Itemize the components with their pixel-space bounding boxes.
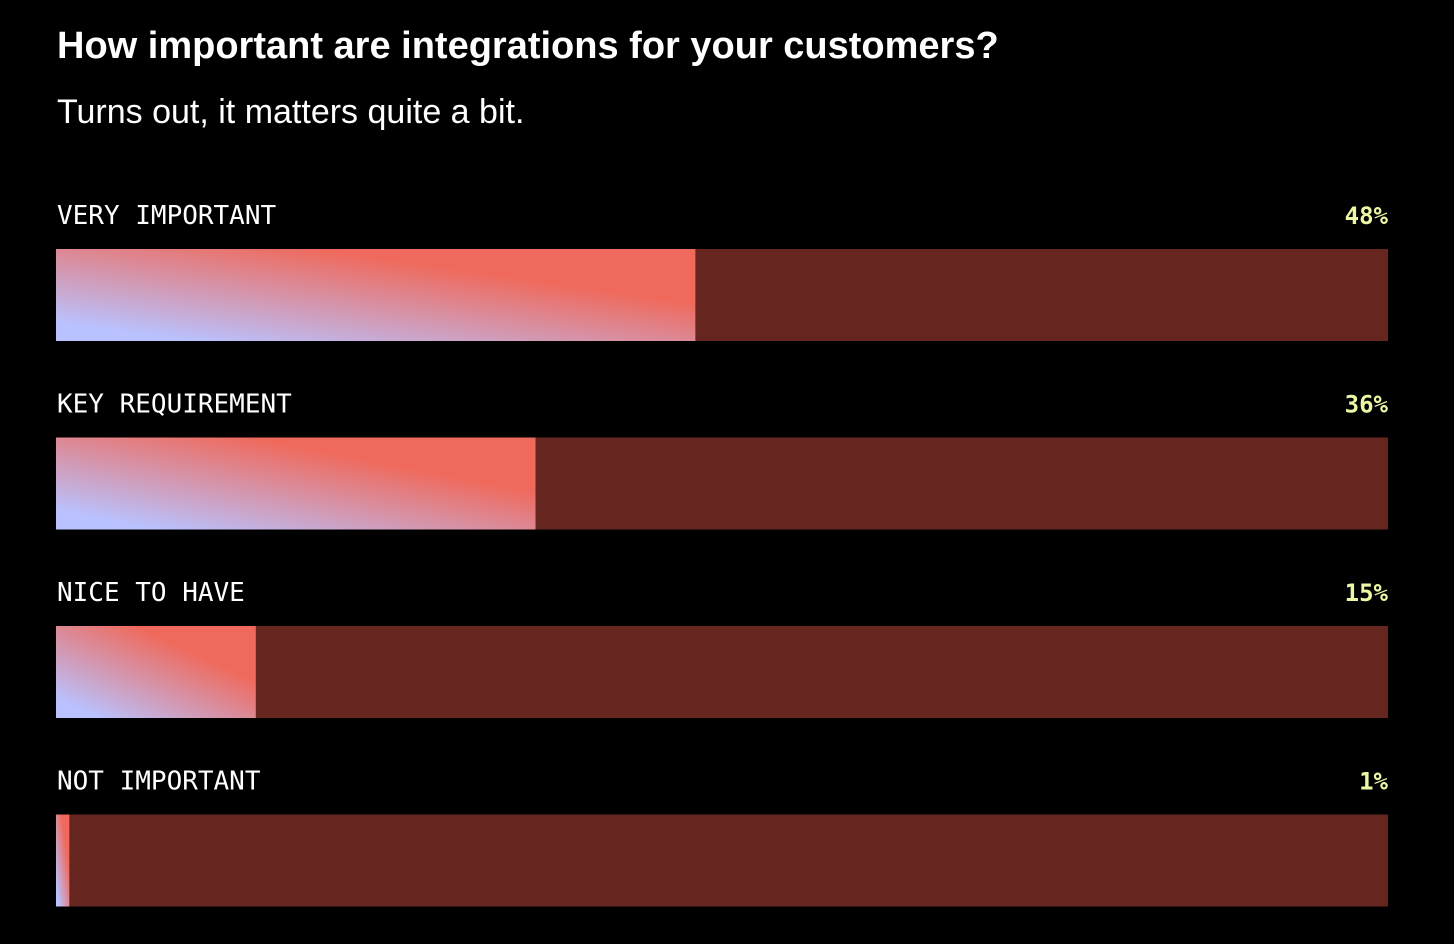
value-label: 36% bbox=[1345, 391, 1389, 419]
value-label: 1% bbox=[1359, 768, 1388, 796]
chart-title: How important are integrations for your … bbox=[57, 25, 999, 67]
category-label: NOT IMPORTANT bbox=[57, 767, 261, 797]
bar bbox=[56, 814, 70, 907]
category-label: VERY IMPORTANT bbox=[57, 201, 276, 231]
bar bbox=[56, 437, 536, 530]
chart-subtitle: Turns out, it matters quite a bit. bbox=[57, 93, 524, 131]
bar-track bbox=[56, 626, 1388, 718]
value-label: 15% bbox=[1345, 579, 1389, 607]
bar bbox=[56, 626, 256, 718]
bar-track bbox=[56, 814, 1388, 907]
category-label: NICE TO HAVE bbox=[57, 578, 245, 608]
category-label: KEY REQUIREMENT bbox=[57, 390, 292, 420]
bar bbox=[56, 249, 696, 341]
value-label: 48% bbox=[1345, 202, 1389, 230]
